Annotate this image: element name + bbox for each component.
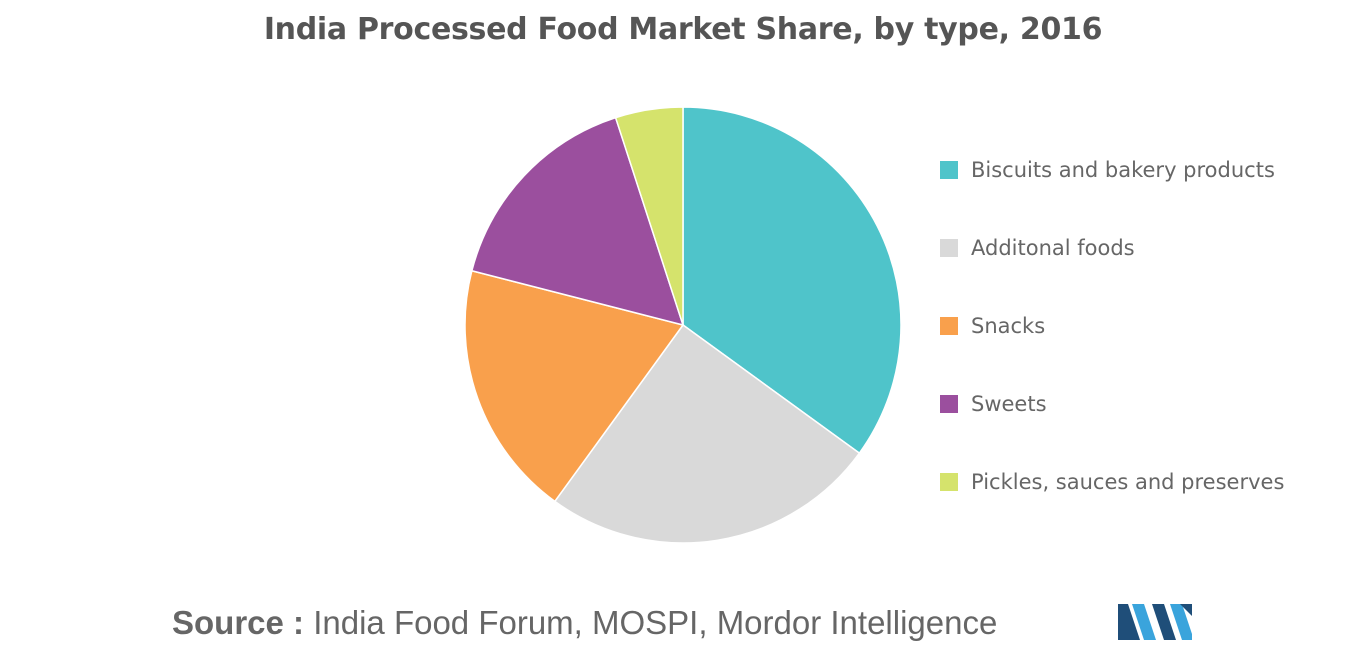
legend-item-pickles: Pickles, sauces and preserves: [940, 464, 1284, 500]
pie-slice-snacks: [464, 269, 685, 503]
legend-label: Pickles, sauces and preserves: [971, 470, 1285, 494]
pie-slice-pickles: [614, 106, 684, 326]
pie-slice-additional-foods: [553, 323, 861, 544]
legend-item-snacks: Snacks: [940, 308, 1284, 344]
source-note: Source : India Food Forum, MOSPI, Mordor…: [172, 604, 997, 642]
legend-item-additional-foods: Additonal foods: [940, 230, 1284, 266]
chart-legend: Biscuits and bakery products Additonal f…: [940, 152, 1284, 542]
legend-label: Snacks: [971, 314, 1046, 338]
legend-swatch: [940, 473, 958, 491]
legend-swatch: [940, 161, 958, 179]
legend-swatch: [940, 317, 958, 335]
legend-item-biscuits: Biscuits and bakery products: [940, 152, 1284, 188]
legend-label: Sweets: [971, 392, 1047, 416]
pie-slice-biscuits: [682, 106, 902, 455]
legend-item-sweets: Sweets: [940, 386, 1284, 422]
source-text: India Food Forum, MOSPI, Mordor Intellig…: [304, 604, 998, 641]
legend-label: Biscuits and bakery products: [971, 158, 1275, 182]
pie-slice-sweets: [470, 116, 685, 327]
chart-title: India Processed Food Market Share, by ty…: [263, 12, 1103, 47]
legend-label: Additonal foods: [971, 236, 1135, 260]
legend-swatch: [940, 239, 958, 257]
source-prefix: Source :: [172, 604, 305, 641]
legend-swatch: [940, 395, 958, 413]
mordor-intelligence-logo-icon: [1118, 604, 1192, 640]
